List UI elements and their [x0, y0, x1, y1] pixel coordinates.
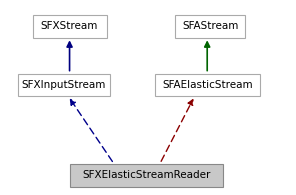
Text: SFAStream: SFAStream [182, 21, 238, 31]
Text: SFXStream: SFXStream [41, 21, 98, 31]
FancyBboxPatch shape [70, 164, 223, 187]
Text: SFAElasticStream: SFAElasticStream [162, 80, 252, 90]
FancyBboxPatch shape [155, 74, 260, 96]
FancyBboxPatch shape [175, 15, 245, 37]
Text: SFXInputStream: SFXInputStream [21, 80, 106, 90]
FancyBboxPatch shape [33, 15, 107, 37]
Text: SFXElasticStreamReader: SFXElasticStreamReader [82, 170, 211, 181]
FancyBboxPatch shape [18, 74, 110, 96]
